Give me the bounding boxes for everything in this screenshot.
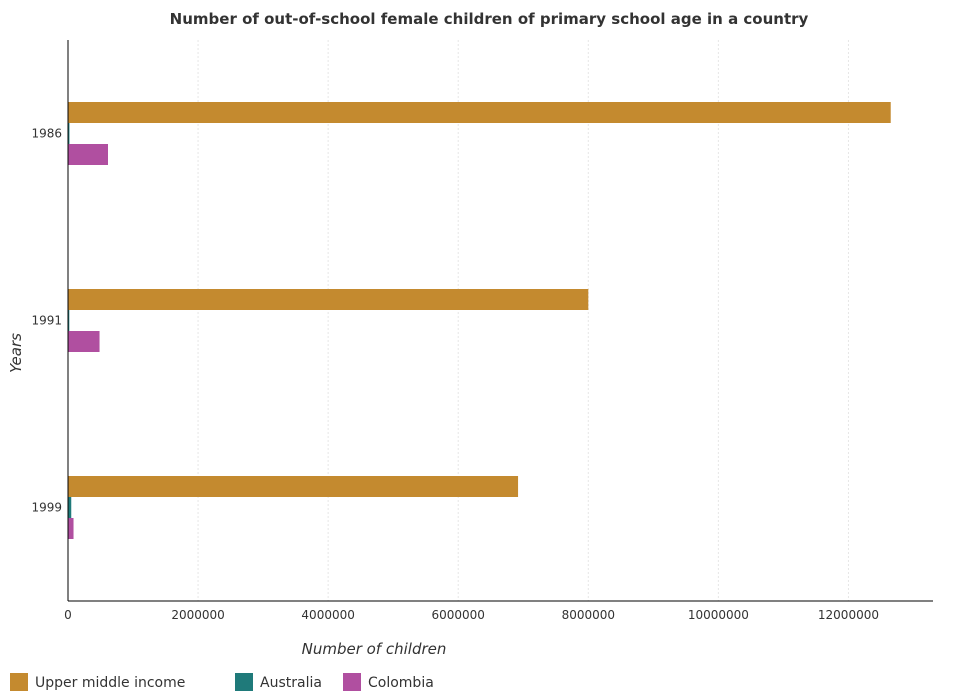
- x-tick-label: 6000000: [431, 608, 484, 622]
- bar: [68, 476, 519, 497]
- bar: [68, 331, 100, 352]
- y-tick-label: 1986: [31, 127, 62, 141]
- legend-label: Upper middle income: [35, 675, 185, 691]
- x-axis-label: Number of children: [302, 640, 447, 658]
- bar: [68, 123, 70, 144]
- bar: [68, 310, 70, 331]
- x-tick-label: 0: [64, 608, 72, 622]
- legend-swatch: [10, 673, 28, 691]
- legend: Upper middle income Australia Colombia: [10, 673, 434, 691]
- bar: [68, 518, 74, 539]
- x-tick-label: 12000000: [818, 608, 879, 622]
- plot-background: [68, 40, 933, 601]
- bar: [68, 289, 589, 310]
- chart-title: Number of out-of-school female children …: [170, 10, 809, 28]
- x-tick-label: 10000000: [688, 608, 749, 622]
- x-tick-label: 2000000: [171, 608, 224, 622]
- y-tick-label: 1991: [31, 314, 62, 328]
- y-axis-label: Years: [7, 333, 25, 373]
- bar: [68, 102, 891, 123]
- x-tick-label: 4000000: [301, 608, 354, 622]
- legend-swatch: [343, 673, 361, 691]
- legend-label: Colombia: [368, 675, 434, 691]
- y-tick-label: 1999: [31, 501, 62, 515]
- x-tick-label: 8000000: [562, 608, 615, 622]
- bar: [68, 497, 72, 518]
- plot-area: 0 2000000 4000000 6000000 8000000 10000000 120…: [31, 40, 933, 622]
- legend-label: Australia: [260, 675, 322, 691]
- bar: [68, 144, 108, 165]
- legend-swatch: [235, 673, 253, 691]
